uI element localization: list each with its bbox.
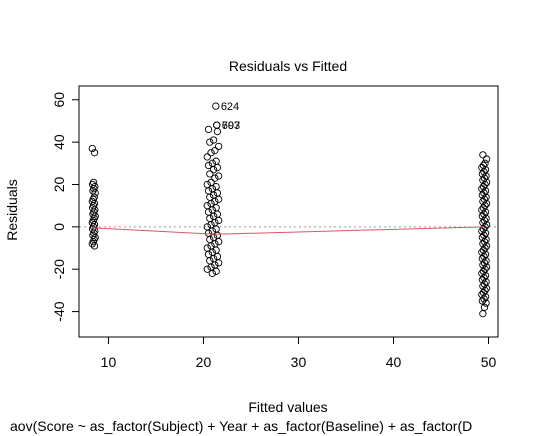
data-point (88, 144, 96, 153)
data-point (212, 204, 220, 212)
x-axis-label: Fitted values (248, 399, 327, 415)
data-point (213, 231, 222, 239)
data-point (211, 240, 219, 248)
data-point (213, 210, 222, 218)
data-point (212, 246, 220, 254)
data-points (88, 102, 491, 318)
x-tick-label: 10 (101, 354, 117, 370)
data-point (204, 161, 213, 170)
data-point (203, 153, 211, 161)
data-point (213, 189, 222, 197)
x-tick-label: 40 (386, 354, 402, 370)
data-point (480, 303, 489, 311)
y-tick-label: -20 (51, 259, 67, 279)
y-axis-label: Residuals (4, 179, 20, 240)
data-point (479, 310, 487, 318)
plot-frame (78, 85, 499, 338)
data-point (215, 172, 223, 180)
outlier-label: 797 (222, 120, 240, 132)
data-point (215, 142, 223, 151)
outlier-point (213, 121, 221, 129)
data-point (90, 242, 99, 250)
data-point (215, 259, 223, 267)
x-axis: 10 20 30 40 50 (101, 336, 497, 370)
y-tick-label: 20 (51, 176, 67, 192)
data-point (211, 261, 219, 269)
x-tick-label: 20 (196, 354, 212, 370)
chart-title: Residuals vs Fitted (229, 58, 347, 74)
data-point (479, 151, 487, 159)
data-point (209, 166, 218, 174)
data-point (478, 297, 487, 305)
y-tick-label: 40 (51, 134, 67, 150)
data-point (211, 174, 219, 182)
data-point (204, 125, 213, 134)
outlier-point (212, 102, 220, 110)
smoother-line (93, 226, 485, 235)
data-point (482, 299, 490, 307)
data-point (482, 155, 491, 163)
y-tick-label: 60 (51, 92, 67, 108)
data-point (212, 182, 220, 191)
model-formula-subtitle: aov(Score ~ as_factor(Subject) + Year + … (10, 418, 472, 434)
data-point (207, 149, 215, 157)
data-point (212, 157, 220, 165)
y-axis: -40 -20 0 20 40 60 (51, 92, 80, 322)
data-point (215, 195, 223, 203)
x-tick-label: 30 (291, 354, 307, 370)
y-tick-label: 0 (51, 223, 67, 231)
data-point (212, 225, 220, 233)
data-point (90, 149, 99, 157)
data-point (206, 170, 214, 178)
data-point (481, 159, 489, 167)
y-tick-label: -40 (51, 301, 67, 321)
outlier-label: 603 (222, 120, 240, 132)
data-point (215, 216, 223, 225)
data-point (213, 163, 222, 172)
data-point (208, 269, 216, 278)
x-tick-label: 50 (481, 354, 497, 370)
data-point (211, 146, 219, 155)
data-point (209, 136, 218, 144)
data-point (215, 238, 223, 246)
data-point (213, 252, 222, 261)
data-point (213, 127, 222, 136)
data-point (211, 197, 219, 206)
data-point (88, 240, 96, 248)
data-point (212, 267, 220, 275)
outlier-label: 624 (221, 101, 239, 113)
data-point (91, 189, 99, 197)
data-point (203, 265, 211, 273)
data-point (206, 138, 214, 146)
data-point (480, 295, 488, 303)
data-point (211, 218, 219, 227)
